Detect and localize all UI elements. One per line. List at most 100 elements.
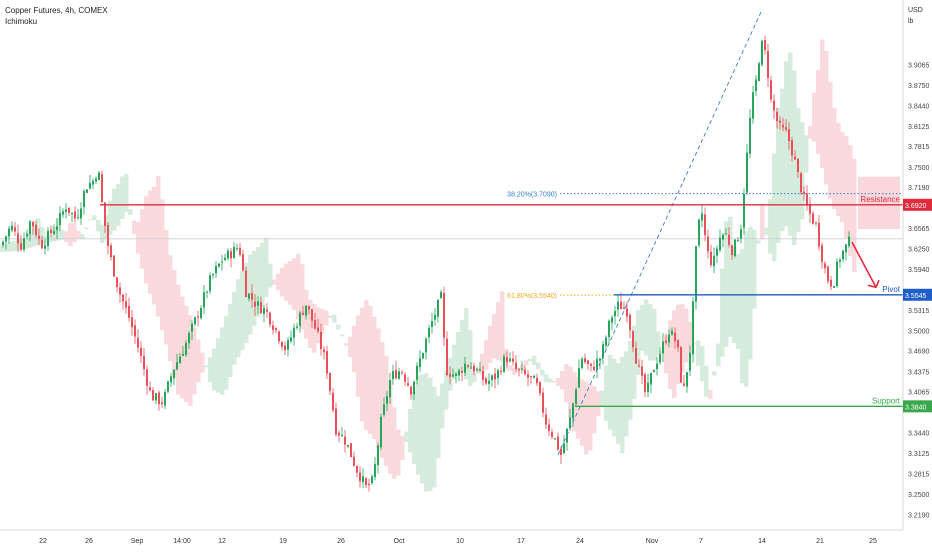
candle-body	[170, 376, 172, 383]
cloud-segment	[484, 339, 489, 370]
candle-body	[569, 417, 571, 428]
candle-body	[752, 92, 754, 119]
candle-body	[644, 374, 646, 392]
candle-body	[662, 341, 664, 354]
candle-body	[299, 312, 301, 326]
y-tick-label: 3.3440	[908, 431, 930, 438]
cloud-segment	[444, 370, 449, 410]
candle-body	[389, 380, 391, 398]
candle-body	[173, 369, 175, 379]
candle-body	[455, 373, 457, 376]
candle-body	[362, 476, 364, 483]
candle-body	[788, 129, 790, 142]
cloud-segment	[376, 328, 381, 449]
x-tick-label: 7	[699, 538, 703, 545]
candles	[2, 35, 850, 492]
candle-body	[560, 448, 562, 456]
candle-body	[674, 332, 676, 342]
x-tick-label: 25	[869, 538, 877, 545]
candle-body	[395, 369, 397, 379]
candle-body	[266, 309, 268, 312]
candle-body	[200, 307, 202, 319]
candle-body	[410, 386, 412, 395]
cloud-segment	[596, 391, 601, 416]
candle-body	[89, 182, 91, 189]
candle-body	[509, 358, 511, 362]
candle-body	[311, 309, 313, 321]
candle-body	[137, 338, 139, 348]
candle-body	[326, 351, 328, 374]
cloud-segment	[452, 344, 457, 380]
x-tick-label: 14:00	[173, 538, 191, 545]
candle-body	[755, 79, 757, 92]
cloud-segment	[540, 369, 545, 376]
candle-body	[803, 191, 805, 194]
cloud-segment	[784, 61, 789, 227]
candle-body	[53, 231, 55, 235]
candle-body	[485, 378, 487, 384]
cloud-segment	[232, 291, 237, 365]
candle-body	[380, 416, 382, 448]
cloud-segment	[460, 319, 465, 373]
candle-body	[377, 445, 379, 466]
cloud-segment	[616, 363, 621, 444]
candle-body	[605, 337, 607, 346]
candle-body	[614, 311, 616, 317]
candle-body	[350, 443, 352, 458]
candle-body	[722, 234, 724, 240]
cloud-segment	[716, 343, 721, 367]
candle-body	[92, 180, 94, 185]
cloud-segment	[276, 273, 281, 291]
cloud-segment	[852, 158, 857, 273]
candle-body	[665, 340, 667, 343]
cloud-segment	[272, 279, 277, 285]
cloud-segment	[200, 352, 205, 373]
candle-body	[443, 292, 445, 338]
candle-body	[836, 261, 838, 287]
cloud-segment	[656, 331, 661, 356]
cloud-segment	[548, 378, 553, 383]
cloud-segment	[772, 153, 777, 262]
candle-body	[506, 357, 508, 363]
cloud-segment	[768, 198, 773, 254]
candle-body	[323, 349, 325, 353]
candle-body	[707, 236, 709, 252]
candle-body	[512, 358, 514, 362]
cloud-segment	[44, 235, 49, 244]
candle-body	[650, 373, 652, 385]
cloud-segment	[164, 230, 169, 345]
candle-body	[146, 369, 148, 386]
forecast-arrow	[851, 241, 877, 288]
candle-body	[128, 305, 130, 318]
candle-body	[341, 434, 343, 436]
cloud-segment	[744, 231, 749, 387]
cloud-segment	[664, 335, 669, 374]
candle-body	[179, 356, 181, 364]
candle-body	[656, 363, 658, 370]
cloud-segment	[144, 196, 149, 284]
cloud-segment	[812, 92, 817, 142]
candle-body	[710, 251, 712, 265]
candle-body	[599, 358, 601, 361]
candle-body	[458, 370, 460, 376]
candle-body	[332, 392, 334, 411]
cloud-segment	[496, 302, 501, 360]
cloud-segment	[104, 215, 109, 239]
fib-trend-line	[557, 9, 763, 455]
candle-body	[284, 345, 286, 351]
candle-body	[167, 381, 169, 392]
y-tick-label: 3.2500	[908, 492, 930, 499]
candle-body	[329, 373, 331, 392]
x-tick-label: Oct	[394, 538, 405, 545]
candle-body	[194, 317, 196, 325]
cloud-segment	[416, 375, 421, 475]
cloud-segment	[760, 205, 765, 240]
cloud-segment	[692, 342, 697, 344]
cloud-segment	[76, 231, 81, 239]
cloud-segment	[380, 342, 385, 459]
candle-body	[413, 381, 415, 395]
candle-body	[719, 237, 721, 251]
candle-body	[32, 221, 34, 227]
fib-label: 61.80%(3.5540)	[507, 293, 557, 300]
y-tick-label: 3.8440	[908, 103, 930, 110]
